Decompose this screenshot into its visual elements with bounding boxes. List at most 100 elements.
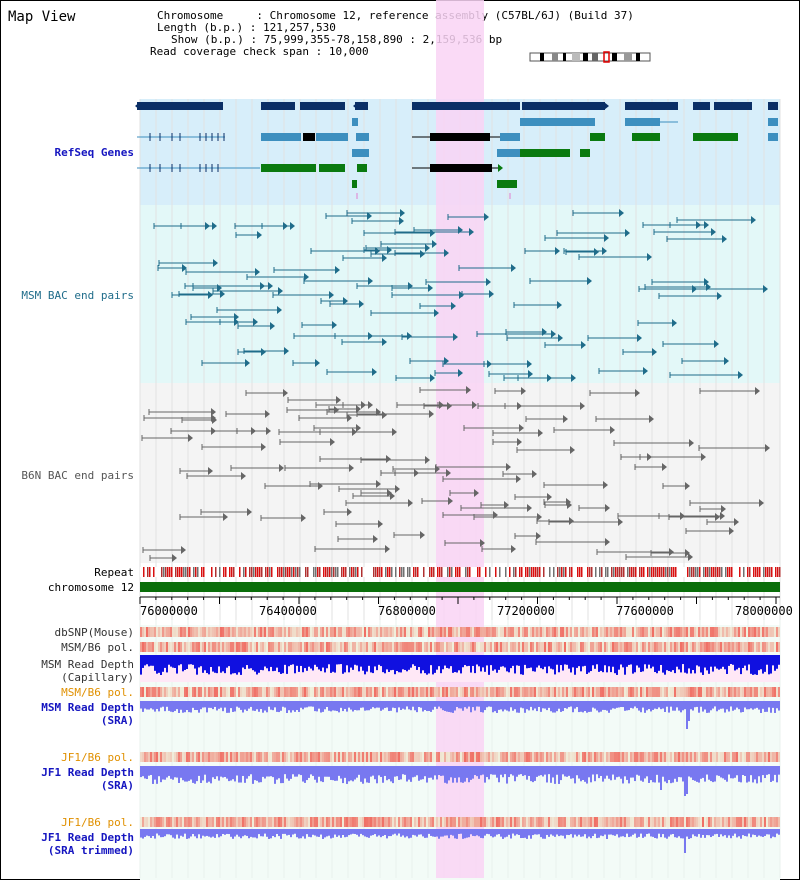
msm-depth-sra-bar	[750, 701, 752, 709]
msm-depth-capillary-bar	[344, 655, 346, 673]
msm-depth-capillary-bar	[694, 655, 696, 674]
msm-depth-capillary-bar	[142, 655, 144, 668]
jf1-b6-pol-2-heat-cell	[186, 817, 188, 827]
jf1-b6-pol-2-heat-cell	[252, 817, 254, 827]
msm-b6-pol-2-heat-cell	[764, 687, 766, 697]
jf1-b6-pol-2-heat-cell	[740, 817, 742, 827]
msm-b6-pol-2-heat-cell	[436, 687, 438, 697]
repeat-element	[747, 567, 749, 577]
msm-b6-pol-2-heat-cell	[146, 687, 148, 697]
jf1-b6-pol-heat-cell	[292, 752, 294, 762]
jf1-depth-trimmed-bar	[630, 829, 632, 837]
repeat-element	[771, 567, 773, 577]
msm-b6-pol-2-heat-cell	[356, 687, 358, 697]
repeat-element	[403, 567, 405, 577]
jf1-depth-trimmed-bar	[748, 829, 750, 834]
jf1-depth-trimmed-bar	[666, 829, 668, 839]
jf1-b6-pol-heat-cell	[492, 752, 494, 762]
msm-depth-sra-bar	[190, 701, 192, 713]
msm-b6-pol-heat-cell	[308, 642, 310, 652]
jf1-b6-pol-2-heat-cell	[278, 817, 280, 827]
repeat-element	[327, 567, 329, 577]
jf1-b6-pol-heat-cell	[366, 752, 368, 762]
b6n-bac-pair-end	[356, 405, 361, 413]
dbsnp-heat-cell	[552, 627, 554, 637]
msm-b6-pol-2-heat-cell	[330, 687, 332, 697]
msm-b6-pol-heat-cell	[188, 642, 190, 652]
jf1-b6-pol-2-heat-cell	[360, 817, 362, 827]
msm-depth-capillary-bar	[504, 655, 506, 668]
jf1-depth-trimmed-bar	[356, 829, 358, 835]
b6n-bac-pair-end	[536, 532, 541, 540]
jf1-depth-trimmed-bar	[394, 829, 396, 834]
msm-b6-pol-2-heat-cell	[296, 687, 298, 697]
msm-b6-pol-heat-cell	[318, 642, 320, 652]
dbsnp-heat-cell	[270, 627, 272, 637]
jf1-b6-pol-2-heat-cell	[392, 817, 394, 827]
dbsnp-heat-cell	[522, 627, 524, 637]
jf1-depth-trimmed-bar	[472, 829, 474, 836]
dbsnp-heat-cell	[266, 627, 268, 637]
jf1-b6-pol-heat-cell	[592, 752, 594, 762]
jf1-depth-sra-bar	[290, 766, 292, 779]
jf1-depth-trimmed-bar	[694, 829, 696, 837]
msm-depth-capillary-bar	[230, 655, 232, 675]
msm-b6-pol-2-heat-cell	[586, 687, 588, 697]
ideogram-position-marker	[603, 51, 610, 63]
msm-depth-sra-bar	[364, 701, 366, 711]
dbsnp-heat-cell	[730, 627, 732, 637]
repeat-element	[455, 567, 457, 577]
msm-b6-pol-heat-cell	[722, 642, 724, 652]
msm-depth-sra-bar	[720, 701, 722, 709]
dbsnp-heat-cell	[426, 627, 428, 637]
jf1-depth-trimmed-bar	[732, 829, 734, 836]
jf1-depth-sra-bar	[492, 766, 494, 775]
jf1-b6-pol-2-heat-cell	[194, 817, 196, 827]
jf1-b6-pol-heat-cell	[536, 752, 538, 762]
msm-bac-pair-end	[277, 306, 282, 314]
ideogram-band	[583, 53, 588, 61]
jf1-depth-sra-bar	[662, 766, 664, 777]
msm-b6-pol-2-heat-cell	[508, 687, 510, 697]
jf1-b6-pol-2-heat-cell	[356, 817, 358, 827]
jf1-b6-pol-2-heat-cell	[560, 817, 562, 827]
msm-b6-pol-heat-cell	[164, 642, 166, 652]
msm-depth-capillary-bar	[376, 655, 378, 671]
msm-depth-sra-bar	[738, 701, 740, 710]
msm-b6-pol-heat-cell	[472, 642, 474, 652]
jf1-b6-pol-2-heat-cell	[264, 817, 266, 827]
b6n-bac-pair-end	[504, 501, 509, 509]
jf1-b6-pol-heat-cell	[618, 752, 620, 762]
msm-b6-pol-2-heat-cell	[148, 687, 150, 697]
msm-b6-pol-2-heat-cell	[176, 687, 178, 697]
msm-b6-pol-2-heat-cell	[692, 687, 694, 697]
msm-b6-pol-2-heat-cell	[388, 687, 390, 697]
msm-b6-pol-2-heat-cell	[624, 687, 626, 697]
msm-b6-pol-2-heat-cell	[192, 687, 194, 697]
b6n-bac-pair-end	[569, 517, 574, 525]
jf1-depth-trimmed-bar	[578, 829, 580, 835]
msm-b6-pol-2-heat-cell	[722, 687, 724, 697]
jf1-b6-pol-heat-cell	[150, 752, 152, 762]
msm-b6-pol-2-heat-cell	[304, 687, 306, 697]
dbsnp-heat-cell	[158, 627, 160, 637]
ideogram-band	[572, 53, 580, 61]
jf1-depth-sra-bar	[714, 766, 716, 782]
msm-depth-capillary-bar	[706, 655, 708, 671]
repeat-element	[299, 567, 301, 577]
jf1-b6-pol-2-heat-cell	[216, 817, 218, 827]
msm-b6-pol-heat-cell	[344, 642, 346, 652]
jf1-b6-pol-heat-cell	[212, 752, 214, 762]
msm-depth-capillary-bar	[666, 655, 668, 671]
b6n-bac-pair-end	[610, 426, 615, 434]
dbsnp-heat-cell	[472, 627, 474, 637]
msm-b6-pol-2-heat-cell	[394, 687, 396, 697]
msm-b6-pol-2-heat-cell	[226, 687, 228, 697]
msm-depth-sra-bar	[306, 701, 308, 708]
jf1-b6-pol-heat-cell	[420, 752, 422, 762]
jf1-b6-pol-2-heat-cell	[174, 817, 176, 827]
msm-b6-pol-heat-cell	[200, 642, 202, 652]
jf1-depth-trimmed-bar	[742, 829, 744, 836]
msm-b6-pol-2-heat-cell	[144, 687, 146, 697]
